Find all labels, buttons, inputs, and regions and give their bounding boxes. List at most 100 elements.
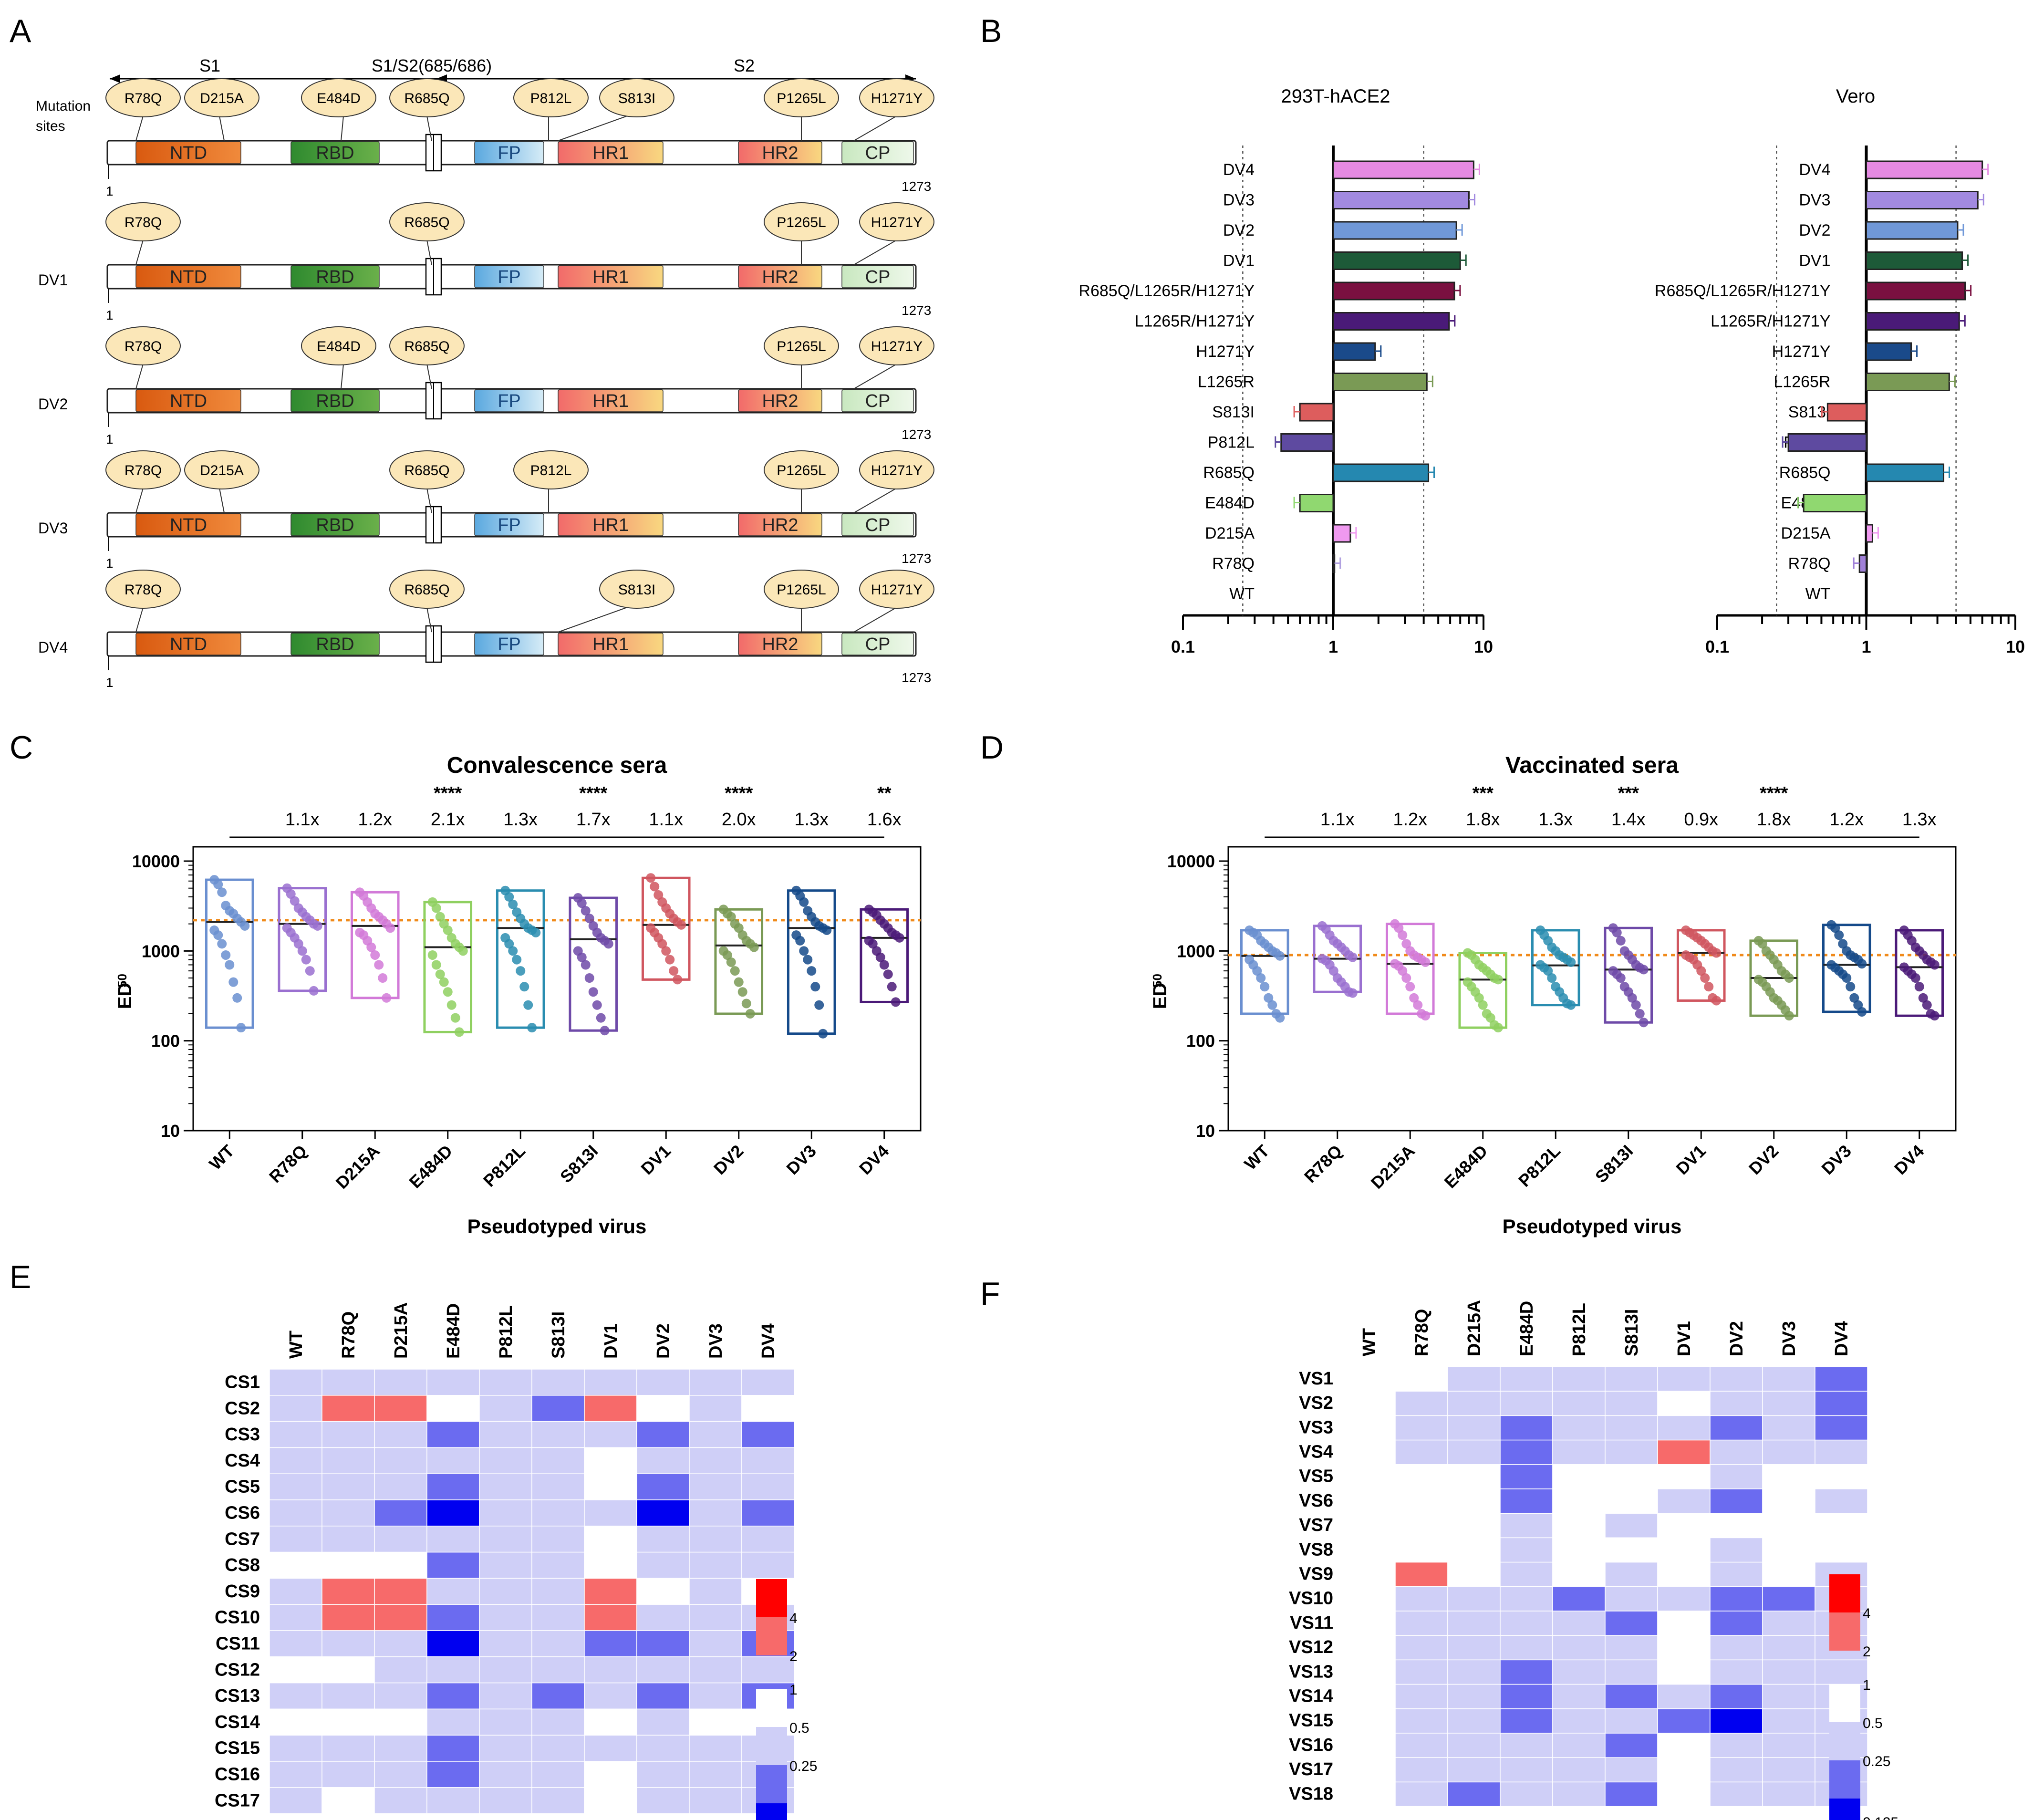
mutation-label: D215A xyxy=(200,91,244,106)
heatmap-cell xyxy=(322,1578,375,1605)
spike-end-label: 1273 xyxy=(902,670,931,685)
bar-category-label: R78Q xyxy=(1212,555,1255,573)
range-box xyxy=(1822,924,1871,1013)
y-tick-label: 100 xyxy=(1186,1031,1215,1051)
heatmap-column-label: DV1 xyxy=(1674,1321,1694,1356)
mutation-ellipse xyxy=(513,450,589,489)
data-point xyxy=(1639,965,1649,975)
domain-label-rbd: RBD xyxy=(316,515,354,535)
heatmap-cell xyxy=(374,1369,427,1396)
heatmap-cell xyxy=(322,1447,375,1474)
x-tick-label: 0.1 xyxy=(1171,637,1195,656)
heatmap-cell xyxy=(374,1708,427,1736)
mutation-ellipse xyxy=(859,450,934,489)
y-tick-label: 1000 xyxy=(142,941,180,961)
significance-marker: *** xyxy=(1473,783,1494,803)
heatmap-cell xyxy=(1815,1439,1868,1465)
heatmap-cell xyxy=(1500,1757,1553,1783)
bar-category-label: R685Q/L1265R/H1271Y xyxy=(1655,282,1831,300)
data-point xyxy=(1929,960,1940,970)
domain-ntd xyxy=(135,389,241,412)
data-point xyxy=(584,973,594,983)
x-tick-label: 1 xyxy=(1861,637,1871,656)
heatmap-cell xyxy=(741,1473,795,1500)
data-point xyxy=(669,966,679,976)
mutation-label: P1265L xyxy=(777,339,826,354)
heatmap-cell xyxy=(322,1421,375,1448)
data-point xyxy=(807,966,817,976)
domain-fp xyxy=(474,389,544,412)
heatmap-cell xyxy=(1500,1513,1553,1539)
heatmap-cell xyxy=(1342,1781,1396,1807)
heatmap-row-label: VS11 xyxy=(1290,1613,1333,1633)
data-point xyxy=(236,1023,246,1033)
data-point xyxy=(879,960,889,970)
bar-category-label: E484D xyxy=(1205,494,1255,512)
heatmap-cell xyxy=(636,1447,690,1474)
data-point xyxy=(814,1000,824,1010)
heatmap-cell xyxy=(1395,1781,1448,1807)
mutation-sites-label-line1: Mutation xyxy=(36,98,91,114)
fold-change-label: 1.4x xyxy=(1611,810,1646,830)
x-tick-label: P812L xyxy=(1514,1141,1564,1191)
spike-row-label: DV1 xyxy=(38,271,68,289)
data-point xyxy=(588,987,598,997)
data-point xyxy=(734,923,744,933)
heatmap-cell xyxy=(531,1708,585,1736)
heatmap-cell xyxy=(1500,1366,1553,1392)
x-tick-label: DV1 xyxy=(1672,1141,1710,1179)
heatmap-cell xyxy=(689,1787,742,1814)
bar-d215a xyxy=(1332,524,1351,543)
heatmap-cell xyxy=(584,1447,637,1474)
data-point xyxy=(301,955,311,965)
heatmap-cell xyxy=(584,1708,637,1736)
data-point xyxy=(213,930,223,940)
domain-label-hr1: HR1 xyxy=(592,143,629,163)
domain-rbd xyxy=(290,633,380,655)
data-point xyxy=(519,982,529,992)
heatmap-cell xyxy=(1762,1659,1815,1685)
heatmap-cell xyxy=(1605,1781,1658,1807)
heatmap-cell xyxy=(1447,1708,1501,1734)
x-tick-label: DV1 xyxy=(637,1141,674,1179)
heatmap-column-label: E484D xyxy=(444,1303,464,1359)
fold-change-label: 1.7x xyxy=(576,810,611,830)
mutation-connector xyxy=(219,115,225,141)
heatmap-cell xyxy=(479,1447,532,1474)
fold-change-label: 1.1x xyxy=(1320,810,1355,830)
heatmap-cell xyxy=(426,1735,480,1762)
heatmap-row-label: VS10 xyxy=(1289,1589,1333,1609)
legend-swatch xyxy=(756,1765,787,1803)
mutation-label: P1265L xyxy=(777,215,826,230)
data-point xyxy=(221,950,231,960)
significance-marker: *** xyxy=(1618,783,1639,803)
heatmap-row-label: VS3 xyxy=(1299,1417,1333,1437)
data-point xyxy=(435,912,445,922)
panel-b-infectivity-bars: 293T-hACE2 0.1 1 10 DV4 DV3 DV2 DV1 R685Q/L1265R… xyxy=(1079,86,2025,656)
legend-swatch xyxy=(1829,1722,1860,1760)
data-point xyxy=(1275,951,1285,961)
heatmap-cell xyxy=(1447,1537,1501,1563)
heatmap-cell xyxy=(1342,1439,1396,1465)
domain-label-cp: CP xyxy=(865,515,891,535)
legend-swatch-4 xyxy=(1829,1574,1860,1612)
mutation-label: R78Q xyxy=(124,339,162,354)
heatmap-cell xyxy=(1447,1586,1501,1612)
domain-ntd xyxy=(135,141,241,164)
bar-dv2 xyxy=(1332,221,1457,240)
data-point xyxy=(745,1009,755,1019)
heatmap-cell xyxy=(636,1551,690,1579)
heatmap-cell xyxy=(1710,1464,1763,1489)
heatmap-cell xyxy=(1762,1611,1815,1636)
bar-l1265r/h1271y xyxy=(1332,312,1450,331)
heatmap-cell xyxy=(1500,1635,1553,1661)
data-point xyxy=(1929,1011,1940,1021)
panel-letter-d: D xyxy=(980,729,1004,766)
heatmap-cell xyxy=(1657,1439,1711,1465)
data-point xyxy=(374,960,384,970)
heatmap-row-label: CS9 xyxy=(225,1581,260,1602)
heatmap-cell xyxy=(584,1473,637,1500)
mutation-label: R685Q xyxy=(404,91,449,106)
heatmap-cell xyxy=(1395,1537,1448,1563)
heatmap-cell xyxy=(1395,1586,1448,1612)
